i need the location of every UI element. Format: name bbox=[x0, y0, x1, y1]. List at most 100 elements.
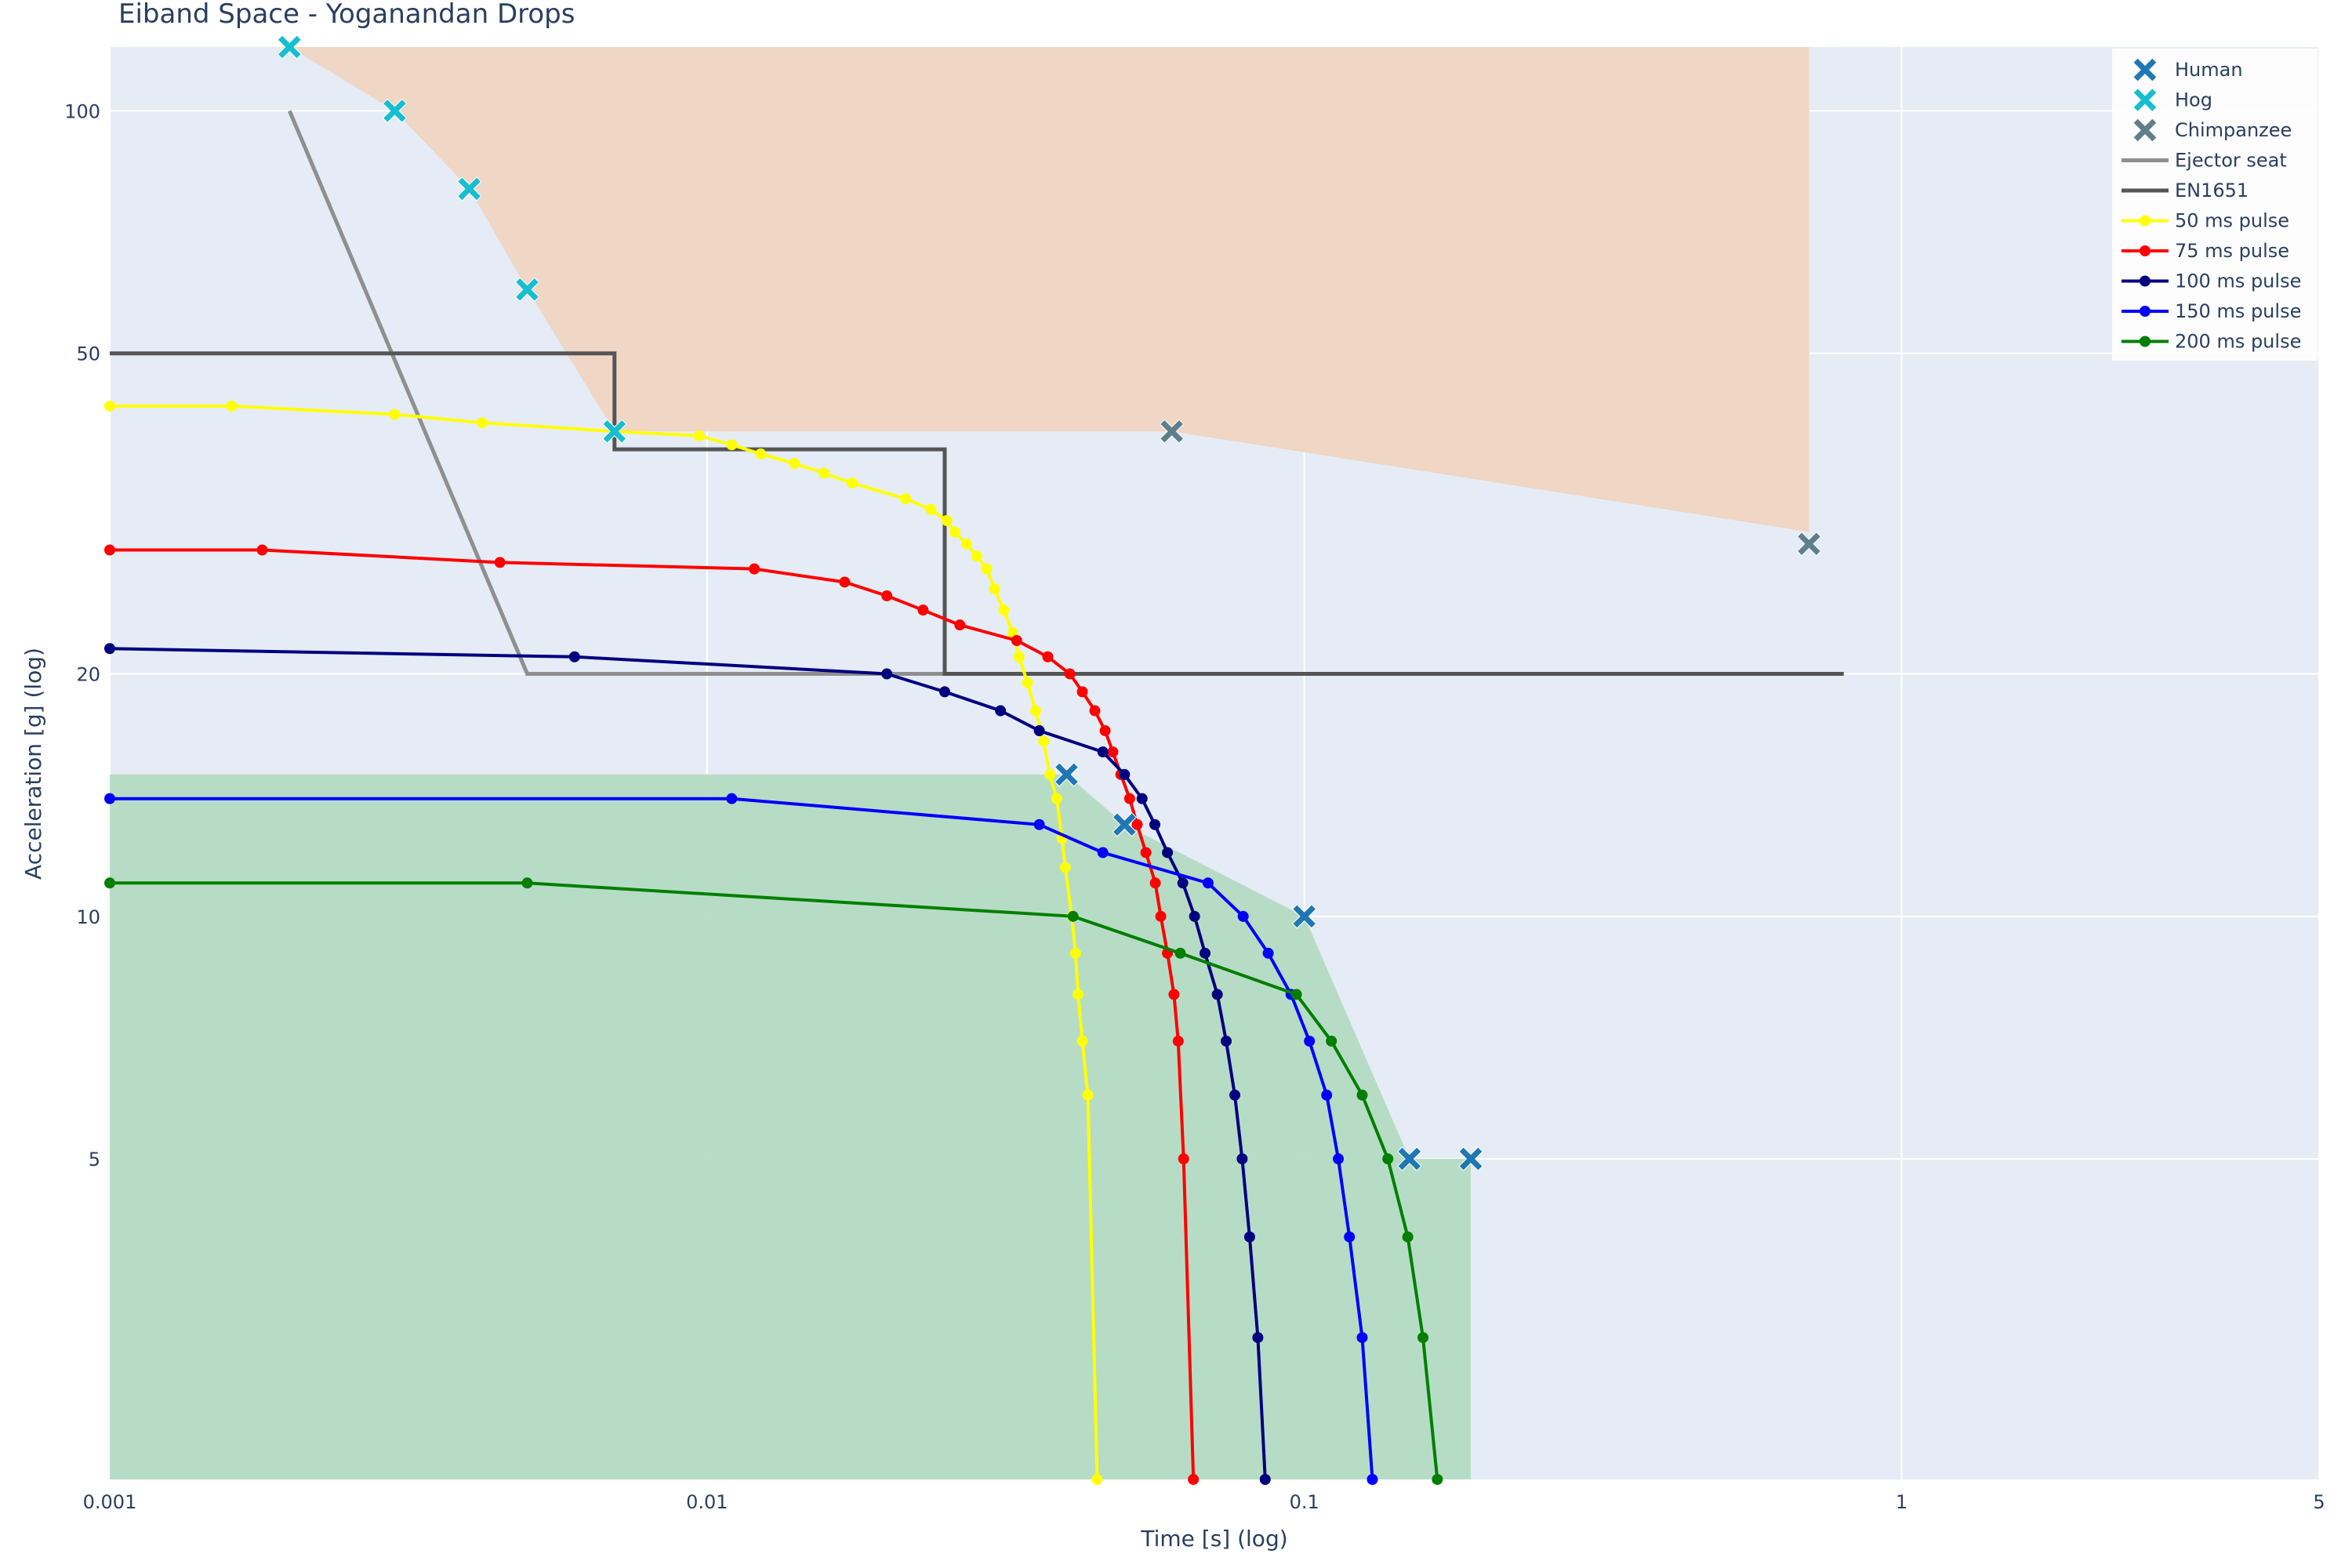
hog-marker bbox=[277, 34, 303, 60]
x-tick-label: 0.001 bbox=[83, 1491, 137, 1513]
75-ms-pulse-point bbox=[1107, 746, 1119, 758]
human-marker bbox=[1112, 812, 1138, 837]
legend-label: Human bbox=[2175, 59, 2243, 81]
100-ms-pulse-point bbox=[1119, 768, 1131, 780]
75-ms-pulse-point bbox=[1011, 634, 1022, 646]
150-ms-pulse-point bbox=[1367, 1474, 1378, 1485]
y-tick-label: 10 bbox=[76, 906, 100, 928]
legend-label: 75 ms pulse bbox=[2175, 240, 2289, 262]
100-ms-pulse-point bbox=[568, 651, 580, 662]
150-ms-pulse-point bbox=[1237, 910, 1249, 922]
75-ms-pulse-point bbox=[1168, 989, 1180, 1000]
100-ms-pulse-point bbox=[1229, 1089, 1241, 1101]
legend-label: 150 ms pulse bbox=[2175, 300, 2301, 322]
100-ms-pulse-point bbox=[995, 705, 1007, 717]
legend-item-en1651[interactable]: EN1651 bbox=[2122, 180, 2249, 201]
50-ms-pulse-point bbox=[1076, 1035, 1088, 1047]
en1651-series bbox=[110, 351, 1844, 676]
100-ms-pulse-point bbox=[881, 668, 893, 680]
75-ms-pulse-point bbox=[1099, 725, 1111, 737]
legend-item-50-ms-pulse[interactable]: 50 ms pulse bbox=[2122, 210, 2289, 232]
200-ms-pulse-point bbox=[1067, 910, 1079, 922]
50-ms-pulse-point bbox=[1022, 677, 1033, 688]
75-ms-pulse-point bbox=[1123, 793, 1135, 804]
75-ms-pulse-point bbox=[749, 563, 760, 575]
150-ms-pulse-point bbox=[1304, 1035, 1316, 1047]
50-ms-pulse-point bbox=[1069, 947, 1081, 959]
legend-label: 50 ms pulse bbox=[2175, 210, 2289, 232]
legend-swatch-marker bbox=[2132, 87, 2158, 113]
human-series bbox=[1054, 762, 1483, 1171]
hog-marker bbox=[456, 176, 482, 201]
75-ms-pulse-point bbox=[1172, 1035, 1184, 1047]
50-ms-pulse-point bbox=[971, 550, 983, 562]
legend-swatch-point bbox=[2140, 336, 2151, 347]
50-ms-pulse-series bbox=[104, 400, 1103, 1485]
legend-swatch-point bbox=[2140, 245, 2151, 256]
legend-swatch-marker bbox=[2132, 57, 2158, 82]
150-ms-pulse-point bbox=[1097, 847, 1109, 858]
50-ms-pulse-point bbox=[846, 477, 858, 489]
legend-item-100-ms-pulse[interactable]: 100 ms pulse bbox=[2122, 270, 2301, 292]
200-ms-pulse-point bbox=[1417, 1332, 1429, 1344]
200-ms-pulse-point bbox=[1402, 1231, 1414, 1243]
100-ms-pulse-point bbox=[1149, 818, 1161, 830]
50-ms-pulse-point bbox=[1091, 1474, 1103, 1485]
150-ms-pulse-point bbox=[1333, 1153, 1345, 1165]
y-tick-label: 100 bbox=[64, 100, 100, 122]
y-tick-label: 20 bbox=[76, 664, 100, 686]
75-ms-pulse-point bbox=[1155, 910, 1167, 922]
human-marker bbox=[1458, 1146, 1483, 1171]
50-ms-pulse-point bbox=[989, 583, 1000, 595]
legend-label: EN1651 bbox=[2175, 180, 2249, 201]
100-ms-pulse-point bbox=[1033, 725, 1045, 737]
hog-marker bbox=[514, 277, 540, 303]
legend-item-75-ms-pulse[interactable]: 75 ms pulse bbox=[2122, 240, 2289, 262]
100-ms-pulse-point bbox=[1252, 1332, 1264, 1344]
75-ms-pulse-point bbox=[917, 604, 929, 616]
series bbox=[104, 34, 1844, 1485]
50-ms-pulse-point bbox=[1044, 768, 1056, 780]
50-ms-pulse-point bbox=[818, 467, 830, 479]
50-ms-pulse-point bbox=[1051, 793, 1062, 804]
upper-tolerance-region bbox=[289, 47, 1809, 532]
50-ms-pulse-point bbox=[726, 439, 738, 451]
75-ms-pulse-point bbox=[1042, 651, 1054, 662]
legend-item-200-ms-pulse[interactable]: 200 ms pulse bbox=[2122, 331, 2301, 353]
50-ms-pulse-point bbox=[981, 563, 993, 575]
50-ms-pulse-point bbox=[789, 458, 800, 470]
200-ms-pulse-point bbox=[1432, 1474, 1443, 1485]
100-ms-pulse-point bbox=[1200, 947, 1211, 959]
legend-label: Ejector seat bbox=[2175, 150, 2287, 172]
75-ms-pulse-point bbox=[881, 590, 893, 601]
150-ms-pulse-point bbox=[1202, 877, 1214, 889]
legend-item-150-ms-pulse[interactable]: 150 ms pulse bbox=[2122, 300, 2301, 322]
50-ms-pulse-point bbox=[998, 604, 1010, 616]
x-tick-label: 0.1 bbox=[1290, 1491, 1319, 1513]
y-axis-ticks: 5 10 20 50 100 bbox=[64, 100, 100, 1171]
200-ms-pulse-point bbox=[104, 877, 115, 889]
y-tick-label: 50 bbox=[76, 343, 100, 365]
chart-title: Eiband Space - Yoganandan Drops bbox=[118, 0, 575, 30]
150-ms-pulse-point bbox=[1033, 818, 1045, 830]
legend-label: 200 ms pulse bbox=[2175, 331, 2301, 353]
100-ms-pulse-series bbox=[104, 643, 1271, 1485]
50-ms-pulse-point bbox=[949, 526, 960, 538]
50-ms-pulse-point bbox=[925, 503, 937, 515]
legend-label: Hog bbox=[2175, 89, 2212, 111]
y-tick-label: 5 bbox=[89, 1149, 100, 1171]
75-ms-pulse-point bbox=[1076, 686, 1088, 698]
100-ms-pulse-point bbox=[1189, 910, 1200, 922]
regions bbox=[110, 47, 1809, 1479]
human-marker bbox=[1397, 1146, 1422, 1171]
legend-item-hog[interactable]: Hog bbox=[2132, 87, 2212, 113]
legend-label: 100 ms pulse bbox=[2175, 270, 2301, 292]
x-tick-label: 0.01 bbox=[686, 1491, 728, 1513]
legend-item-chimpanzee[interactable]: Chimpanzee bbox=[2132, 118, 2292, 143]
legend-item-human[interactable]: Human bbox=[2132, 57, 2243, 82]
legend-item-ejector-seat[interactable]: Ejector seat bbox=[2122, 150, 2287, 172]
50-ms-pulse-point bbox=[104, 400, 115, 412]
chimpanzee-marker bbox=[1796, 532, 1822, 557]
100-ms-pulse-point bbox=[1221, 1035, 1232, 1047]
150-ms-pulse-line bbox=[110, 797, 1374, 1480]
